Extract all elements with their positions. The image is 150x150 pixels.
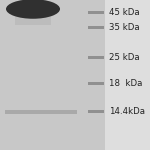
Text: 45 kDa: 45 kDa — [109, 8, 139, 17]
Bar — [88, 82, 104, 85]
Bar — [88, 11, 104, 14]
Bar — [88, 110, 104, 113]
Bar — [15, 17, 51, 25]
Text: 35 kDa: 35 kDa — [109, 23, 139, 32]
Bar — [0, 0, 87, 150]
Text: 18  kDa: 18 kDa — [109, 79, 142, 88]
Bar — [88, 56, 104, 59]
Bar — [88, 26, 104, 29]
Bar — [4, 110, 76, 114]
Bar — [87, 0, 105, 150]
Text: 25 kDa: 25 kDa — [109, 53, 139, 62]
Text: 14.4kDa: 14.4kDa — [109, 107, 145, 116]
Bar — [105, 0, 150, 150]
Ellipse shape — [6, 0, 60, 19]
